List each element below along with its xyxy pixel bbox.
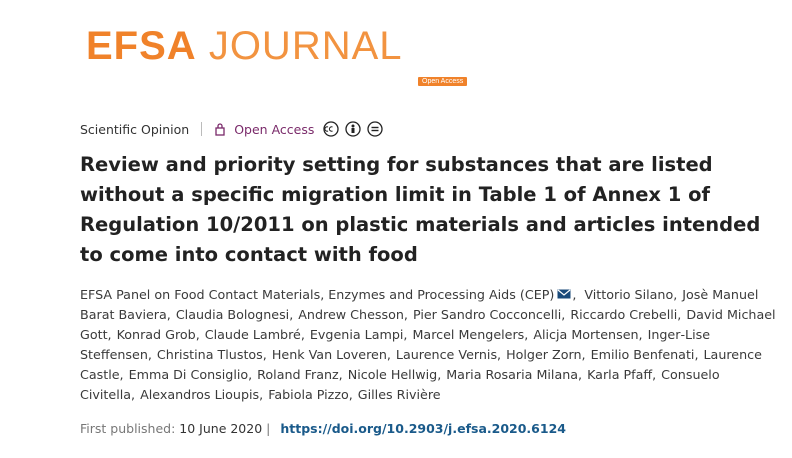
author[interactable]: Henk Van Loveren, xyxy=(271,347,391,362)
author[interactable]: , xyxy=(572,287,577,302)
author[interactable]: Nicole Hellwig, xyxy=(347,367,442,382)
article-title: Review and priority setting for substanc… xyxy=(80,153,761,266)
author[interactable]: Inger‐Lise Steffensen, xyxy=(80,327,711,362)
author[interactable]: Riccardo Crebelli, xyxy=(570,307,682,322)
email-icon[interactable] xyxy=(557,289,571,299)
author[interactable]: Emilio Benfenati, xyxy=(590,347,699,362)
author[interactable]: Josè Manuel Barat Baviera, xyxy=(80,287,759,322)
doi-link[interactable]: https://doi.org/10.2903/j.efsa.2020.6124 xyxy=(280,421,566,436)
author[interactable]: Alicja Mortensen, xyxy=(533,327,643,342)
author[interactable]: Karla Pfaff, xyxy=(587,367,657,382)
author[interactable]: Roland Franz, xyxy=(257,367,343,382)
article-type: Scientific Opinion xyxy=(80,121,190,137)
author[interactable]: Claude Lambré, xyxy=(204,327,305,342)
author[interactable]: Vittorio Silano, xyxy=(584,287,678,302)
lock-icon xyxy=(215,122,225,136)
separator: | xyxy=(266,421,271,436)
author[interactable]: Marcel Mengelers, xyxy=(412,327,529,342)
author[interactable]: Evgenia Lampi, xyxy=(309,327,408,342)
license-icons[interactable] xyxy=(322,120,392,138)
author[interactable]: Claudia Bolognesi, xyxy=(175,307,294,322)
author[interactable]: Laurence Vernis, xyxy=(395,347,502,362)
logo-light: JOURNAL xyxy=(208,24,403,68)
meta-line: Scientific Opinion Open Access xyxy=(80,120,392,138)
author[interactable]: Pier Sandro Cocconcelli, xyxy=(412,307,566,322)
author[interactable]: Laurence Castle, xyxy=(80,347,762,382)
author[interactable]: Christina Tlustos, xyxy=(156,347,267,362)
author[interactable]: Maria Rosaria Milana, xyxy=(446,367,583,382)
author-list: EFSA Panel on Food Contact Materials, En… xyxy=(80,285,780,405)
author[interactable]: Holger Zorn, xyxy=(506,347,586,362)
author[interactable]: Alexandros Lioupis, xyxy=(140,387,264,402)
logo-bold: EFSA xyxy=(86,24,197,68)
publication-line: First published: 10 June 2020 | https://… xyxy=(80,421,566,436)
author[interactable]: Konrad Grob, xyxy=(116,327,200,342)
author[interactable]: Fabiola Pizzo, xyxy=(268,387,353,402)
author[interactable]: Andrew Chesson, xyxy=(298,307,408,322)
published-date: 10 June 2020 xyxy=(179,421,263,436)
author[interactable]: Consuelo Civitella, xyxy=(80,367,720,402)
author[interactable]: EFSA Panel on Food Contact Materials, En… xyxy=(80,287,555,302)
author[interactable]: David Michael Gott, xyxy=(80,307,776,342)
published-label: First published: xyxy=(80,421,176,436)
logo-badge: Open Access xyxy=(418,77,468,86)
open-access: Open Access xyxy=(234,121,315,137)
author[interactable]: Gilles Rivière xyxy=(357,387,441,402)
journal-logo[interactable]: EFSA JOURNAL xyxy=(86,24,403,69)
separator xyxy=(201,122,203,136)
author[interactable]: Emma Di Consiglio, xyxy=(128,367,253,382)
